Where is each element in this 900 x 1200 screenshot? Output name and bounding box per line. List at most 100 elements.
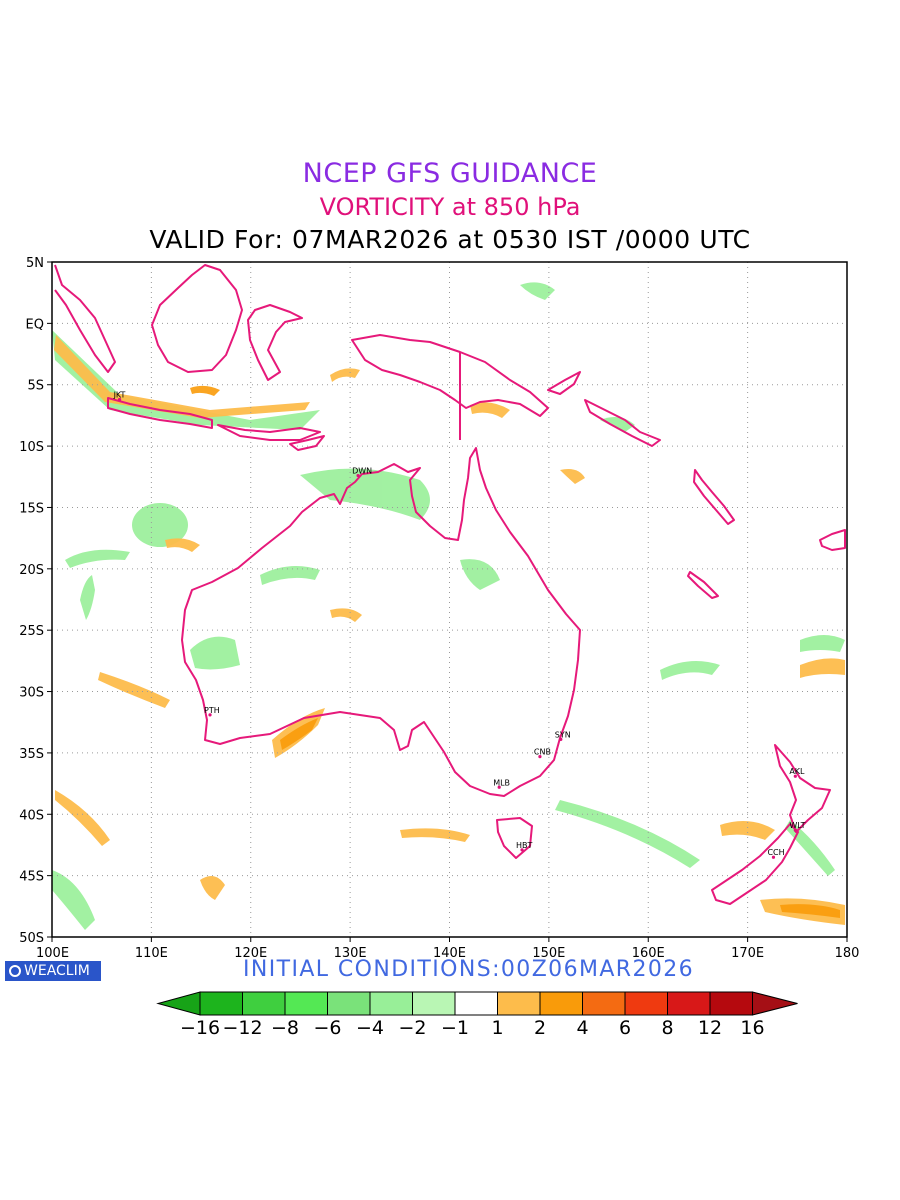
city-dot-wlt [793, 828, 797, 832]
city-dot-akl [793, 774, 797, 778]
fiji-coastline [819, 529, 846, 551]
colorbar-label: 16 [740, 1017, 764, 1039]
x-tick-label: 100E [36, 946, 69, 961]
x-tick-label: 170E [731, 946, 764, 961]
sulawesi-coastline [247, 304, 303, 381]
city-label-syn: SYN [555, 730, 571, 739]
x-tick-label: 150E [532, 946, 565, 961]
colorbar-label: 1 [491, 1017, 503, 1039]
colorbar-label: −12 [222, 1017, 262, 1039]
bismarck-coastline [547, 371, 581, 395]
city-dot-dwn [356, 473, 360, 478]
y-tick-label: 35S [19, 747, 44, 762]
x-tick-label: 120E [234, 946, 267, 961]
vorticity-shading [52, 282, 845, 930]
colorbar-bin [582, 991, 626, 1016]
city-dot-pth [208, 713, 212, 717]
y-tick-label: 45S [19, 870, 44, 885]
longitude-labels: 100E 110E 120E 130E 140E 150E 160E 170E 180 [36, 937, 859, 961]
y-tick-label: 15S [19, 501, 44, 516]
city-label-pth: PTH [204, 706, 220, 715]
city-label-wlt: WLT [789, 821, 805, 830]
solomon-islands-coastline [584, 399, 661, 447]
colorbar-right-arrow [752, 991, 798, 1016]
colorbar-bin [624, 991, 668, 1016]
y-tick-label: 5N [26, 256, 44, 271]
city-label-cnb: CNB [534, 748, 551, 757]
city-markers: JKT DWN PTH SYN CNB MLB HBT AKL WLT CCH [113, 390, 806, 859]
y-tick-label: EQ [26, 317, 44, 332]
colorbar-label: 8 [661, 1017, 673, 1039]
city-dot-cnb [538, 754, 542, 759]
coastlines [54, 264, 846, 905]
colorbar-bin [327, 991, 371, 1016]
x-tick-label: 110E [135, 946, 168, 961]
city-label-cch: CCH [767, 848, 784, 857]
x-tick-label: 180 [835, 946, 860, 961]
colorbar-bin [454, 991, 498, 1016]
x-tick-label: 160E [632, 946, 665, 961]
colorbar-label: −6 [313, 1017, 341, 1039]
city-dot-cch [771, 855, 776, 859]
nz-south-island-coastline [711, 823, 799, 905]
borneo-coastline [151, 264, 243, 373]
y-tick-label: 50S [19, 931, 44, 946]
tasmania-coastline [496, 817, 533, 859]
weaclim-logo: WEACLIM [5, 961, 101, 981]
vanuatu-coastline [693, 469, 735, 525]
city-label-mlb: MLB [493, 778, 510, 787]
colorbar-label: −4 [356, 1017, 384, 1039]
y-tick-label: 40S [19, 808, 44, 823]
java-coastline [107, 397, 213, 429]
colorbar-bin [539, 991, 583, 1016]
colorbar-label: −16 [180, 1017, 220, 1039]
colorbar-label: −2 [398, 1017, 426, 1039]
lesser-sunda-coastline [217, 424, 321, 441]
colorbar-bin [199, 991, 243, 1016]
city-label-hbt: HBT [516, 841, 533, 850]
x-tick-label: 130E [334, 946, 367, 961]
x-tick-label: 140E [433, 946, 466, 961]
y-tick-label: 10S [19, 440, 44, 455]
colorbar-label: 6 [619, 1017, 631, 1039]
city-dot-syn [559, 737, 563, 742]
y-tick-label: 20S [19, 563, 44, 578]
city-dot-mlb [497, 785, 501, 789]
logo-ring-icon [9, 965, 21, 977]
colorbar-bin [497, 991, 541, 1016]
colorbar-bin [369, 991, 413, 1016]
colorbar-bin [667, 991, 711, 1016]
city-label-jkt: JKT [113, 390, 126, 399]
city-dot-hbt [520, 848, 524, 852]
timor-coastline [289, 435, 325, 451]
colorbar-bin [284, 991, 328, 1016]
logo-text: WEACLIM [24, 963, 90, 979]
colorbar-left-arrow [156, 991, 201, 1016]
latitude-labels: 5N EQ 5S 10S 15S 20S 25S 30S 35S 40S 45S 50S [19, 256, 52, 946]
title-model: NCEP GFS GUIDANCE [302, 158, 598, 189]
new-caledonia-coastline [687, 571, 719, 599]
y-tick-label: 25S [19, 624, 44, 639]
city-label-dwn: DWN [352, 467, 372, 476]
title-valid-time: VALID For: 07MAR2026 at 0530 IST /0000 U… [149, 225, 751, 254]
sumatra-coastline [54, 264, 116, 373]
colorbar-label: 4 [576, 1017, 588, 1039]
colorbar: −16 −12 −8 −6 −4 −2 −1 1 2 4 6 8 12 16 [156, 991, 798, 1039]
colorbar-label: −8 [271, 1017, 299, 1039]
australia-coastline [181, 447, 581, 797]
nz-north-island-coastline [774, 744, 831, 833]
colorbar-label: 12 [698, 1017, 722, 1039]
colorbar-label: 2 [534, 1017, 546, 1039]
colorbar-bin [709, 991, 753, 1016]
new-guinea-coastline [351, 334, 549, 417]
y-tick-label: 5S [27, 379, 44, 394]
colorbar-bin [412, 991, 456, 1016]
y-tick-label: 30S [19, 686, 44, 701]
colorbar-bin [242, 991, 286, 1016]
initial-conditions-label: INITIAL CONDITIONS:00Z06MAR2026 [243, 957, 695, 982]
colorbar-label: −1 [441, 1017, 469, 1039]
city-label-akl: AKL [789, 767, 805, 776]
city-dot-jkt [117, 397, 122, 402]
title-field: VORTICITY at 850 hPa [319, 193, 581, 221]
